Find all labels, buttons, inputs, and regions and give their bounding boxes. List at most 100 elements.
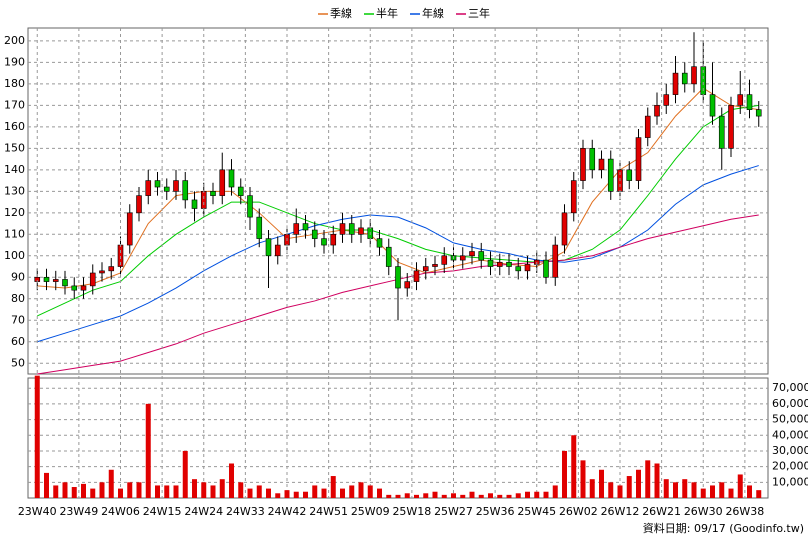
volume-bar	[478, 494, 484, 498]
volume-bar	[728, 488, 734, 498]
volume-bar	[645, 460, 651, 498]
candle-body	[515, 266, 522, 272]
candle-body	[339, 223, 346, 235]
volume-bar	[266, 488, 271, 498]
volume-bar	[451, 493, 456, 498]
volume-bar	[62, 482, 68, 498]
candle-body	[580, 148, 586, 181]
x-tick-label: 24W42	[268, 505, 307, 518]
volume-bar	[404, 493, 410, 498]
y-tick-label: 10,000	[772, 475, 808, 488]
candle-body	[755, 109, 762, 117]
x-tick-label: 26W21	[642, 505, 681, 518]
candle-body	[219, 169, 226, 196]
y-tick-label: 20,000	[772, 460, 808, 473]
volume-bar	[192, 479, 197, 498]
candle-body	[506, 261, 512, 267]
volume-bar	[497, 494, 503, 498]
volume-bar	[377, 488, 382, 498]
volume-bar	[275, 493, 281, 498]
candle-body	[99, 270, 105, 274]
volume-bar	[460, 494, 466, 498]
y-tick-label: 30,000	[772, 444, 808, 457]
candle-body	[200, 191, 207, 209]
candle-body	[570, 180, 577, 214]
candle-body	[691, 66, 697, 85]
volume-bar	[173, 485, 179, 498]
candle-body	[247, 195, 253, 218]
volume-bar	[710, 485, 715, 498]
y-tick-label: 60,000	[772, 397, 808, 410]
volume-bar	[432, 491, 438, 498]
candle-body	[330, 234, 337, 246]
x-tick-label: 25W27	[434, 505, 473, 518]
volume-bar	[663, 479, 669, 498]
volume-bar	[737, 474, 743, 498]
legend-label: 三年	[468, 6, 490, 20]
volume-bar	[81, 483, 86, 498]
volume-bar	[145, 403, 151, 498]
y-tick-label: 150	[4, 141, 25, 154]
volume-bar	[164, 485, 170, 498]
y-tick-label: 120	[4, 206, 25, 219]
volume-bar	[562, 450, 567, 498]
x-tick-label: 25W36	[476, 505, 515, 518]
candle-body	[228, 169, 235, 188]
candle-body	[182, 180, 189, 201]
legend: 季線 半年 年線 三年	[318, 6, 490, 20]
candle-body	[395, 266, 401, 289]
volume-bar	[358, 482, 364, 498]
x-tick-label: 25W09	[351, 505, 390, 518]
candle-body	[432, 264, 438, 267]
volume-bar	[349, 485, 355, 498]
x-tick-label: 25W18	[392, 505, 431, 518]
volume-bar	[293, 491, 299, 498]
volume-bar	[118, 488, 123, 498]
price-frame	[27, 27, 769, 375]
candle-body	[672, 72, 679, 95]
candle-body	[265, 238, 272, 257]
volume-bar	[423, 493, 429, 498]
volume-bar	[340, 488, 345, 498]
candle-body	[607, 158, 614, 192]
volume-bar	[636, 469, 641, 498]
volume-bar	[108, 469, 114, 498]
volume-bar	[534, 491, 540, 498]
volume-bar	[747, 485, 752, 498]
candle-body	[459, 255, 466, 261]
candle-body	[385, 246, 392, 267]
candle-body	[598, 158, 605, 171]
x-tick-label: 26W12	[601, 505, 640, 518]
y-tick-label: 40,000	[772, 428, 808, 441]
y-tick-label: 60	[11, 335, 25, 348]
x-tick-label: 23W49	[59, 505, 98, 518]
candle-body	[43, 276, 50, 282]
volume-bar	[155, 485, 160, 498]
volume-bar	[229, 463, 234, 498]
candle-body	[237, 186, 244, 196]
volume-bar	[127, 482, 133, 498]
candle-body	[145, 180, 152, 196]
volume-bar	[71, 487, 77, 498]
volume-bar	[34, 375, 40, 498]
x-tick-label: 24W33	[226, 505, 265, 518]
candle-body	[469, 251, 475, 257]
volume-bar	[552, 485, 558, 498]
candle-body	[376, 238, 383, 248]
candle-body	[422, 266, 429, 272]
candle-body	[718, 115, 725, 149]
candle-body	[552, 244, 559, 278]
x-tick-label: 25W45	[517, 505, 556, 518]
volume-bar	[682, 479, 688, 498]
x-tick-label: 26W30	[684, 505, 723, 518]
candle-body	[496, 261, 503, 267]
y-tick-label: 200	[4, 34, 25, 47]
candle-body	[302, 223, 309, 231]
candle-body	[709, 94, 716, 117]
candle-body	[256, 216, 263, 239]
legend-label: 半年	[376, 6, 398, 20]
candle-body	[274, 244, 281, 257]
candle-body	[293, 223, 300, 235]
y-tick-label: 170	[4, 98, 25, 111]
volume-bar	[506, 494, 512, 498]
